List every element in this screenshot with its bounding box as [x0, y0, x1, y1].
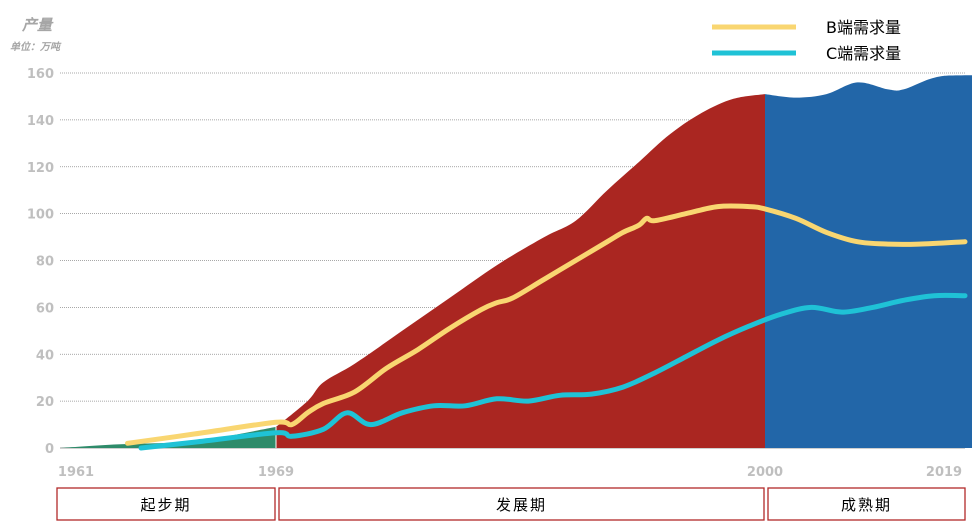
area-起步期	[60, 426, 276, 448]
x-tick-label: 2019	[926, 465, 962, 480]
y-tick-label: 0	[45, 442, 54, 457]
x-tick-label: 1969	[258, 465, 294, 480]
phase-box	[767, 487, 966, 521]
y-tick-label: 20	[36, 395, 54, 410]
line-C端需求量	[138, 292, 968, 451]
x-axis: 1961 1969 2000 2019	[58, 465, 962, 480]
y-axis-unit: 单位：万吨	[10, 41, 62, 53]
y-tick-label: 60	[36, 301, 54, 316]
phase-box	[278, 487, 765, 521]
legend: B端需求量 C端需求量	[712, 18, 901, 63]
area-layer	[60, 75, 972, 448]
y-tick-label: 160	[27, 67, 54, 82]
y-axis: 0 20 40 60 80 100 120 140 160	[27, 67, 54, 457]
x-tick-label: 2000	[747, 465, 783, 480]
phase-label: 成熟期	[841, 496, 892, 514]
y-tick-label: 140	[27, 114, 54, 129]
legend-label: C端需求量	[826, 44, 901, 63]
y-tick-label: 120	[27, 161, 54, 176]
phase-label: 起步期	[140, 496, 191, 514]
y-tick-label: 80	[36, 255, 54, 270]
line-B端需求量	[125, 203, 968, 446]
x-tick-label: 1961	[58, 465, 94, 480]
phase-bar: 起步期 发展期 成熟期	[56, 487, 966, 521]
phase-label: 发展期	[496, 496, 547, 514]
legend-label: B端需求量	[826, 18, 901, 37]
y-tick-label: 40	[36, 348, 54, 363]
phase-box	[56, 487, 276, 521]
line-layer	[125, 203, 968, 451]
y-axis-title: 产量	[21, 16, 54, 34]
area-成熟期	[765, 75, 972, 448]
y-tick-label: 100	[27, 208, 54, 223]
